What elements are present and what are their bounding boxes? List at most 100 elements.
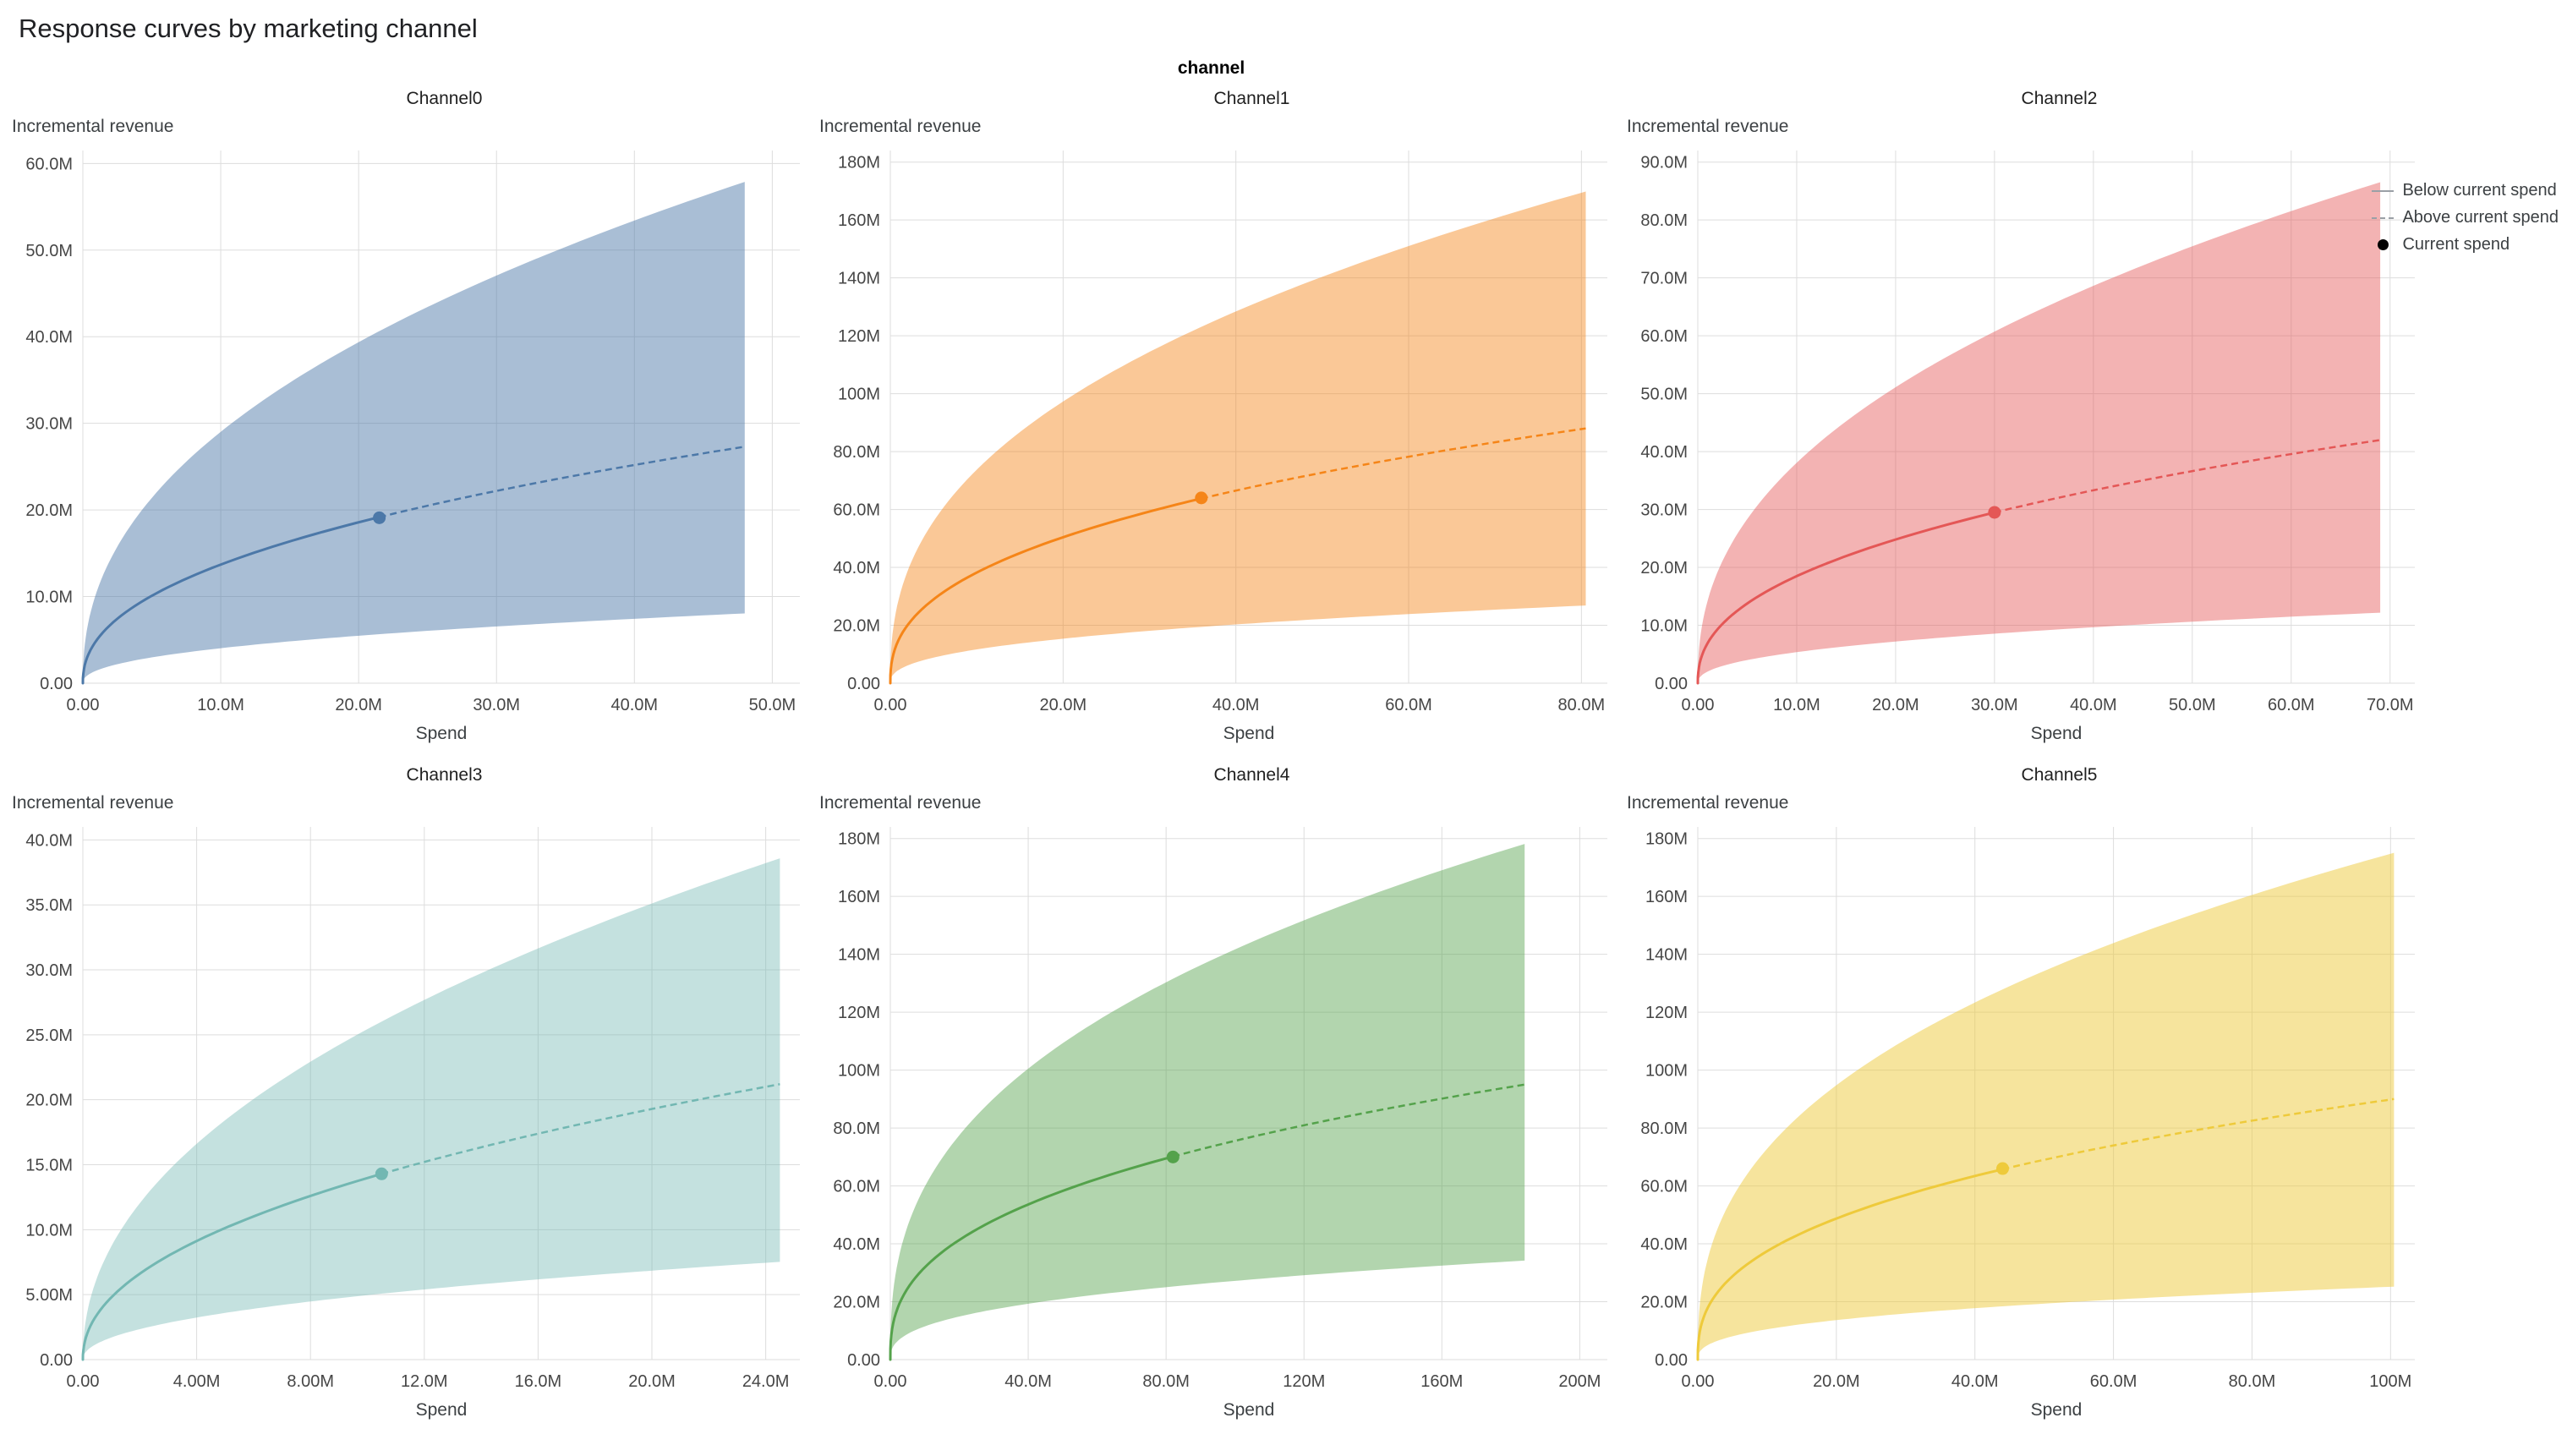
y-tick-label: 50.0M (25, 242, 73, 260)
y-tick-label: 160M (838, 888, 880, 906)
y-tick-label: 0.00 (847, 1351, 880, 1370)
legend-label: Below current spend (2402, 181, 2557, 200)
current-spend-marker (375, 1167, 388, 1180)
confidence-band (890, 191, 1586, 683)
y-tick-label: 20.0M (1640, 1294, 1688, 1312)
y-tick-label: 30.0M (25, 415, 73, 434)
x-tick-label: 20.0M (335, 696, 382, 714)
y-tick-label: 35.0M (25, 896, 73, 915)
x-tick-label: 60.0M (1385, 696, 1432, 714)
x-tick-label: 40.0M (611, 696, 659, 714)
chart-cell-channel2: Channel2 Incremental revenue 0.00 10.0M 20.0… (1618, 85, 2426, 761)
curve-below-current-spend (1696, 511, 1996, 685)
curve-below-current-spend (1696, 1168, 2004, 1361)
subplot-title: Channel2 (2021, 89, 2098, 108)
x-tick-label: 160M (1420, 1372, 1463, 1391)
x-tick-label: 0.00 (67, 696, 100, 714)
x-tick-label: 30.0M (1971, 696, 2018, 714)
curve-above-current-spend (1172, 1083, 1525, 1158)
current-spend-marker (1166, 1150, 1180, 1163)
chart-grid: Channel0 Incremental revenue 0.00 10.0M 20.0… (3, 85, 2567, 1437)
response-curve-plot: 0.00 4.00M 8.00M 12.0M 16.0M 20.0M 24.0M 0.00 5.… (25, 827, 800, 1420)
response-curve-plot: 0.00 20.0M 40.0M 60.0M 80.0M 100M 0.00 20.0M 40.… (1640, 827, 2415, 1420)
curve-below-current-spend (889, 497, 1203, 685)
y-tick-label: 100M (838, 1062, 880, 1081)
curve-above-current-spend (1994, 439, 2381, 514)
y-tick-label: 20.0M (25, 1092, 73, 1110)
curve-above-current-spend (379, 446, 745, 518)
y-tick-label: 180M (838, 154, 880, 172)
x-tick-label: 40.0M (2070, 696, 2117, 714)
dot-icon (2371, 239, 2395, 250)
x-tick-label: 30.0M (473, 696, 520, 714)
x-tick-label: 70.0M (2367, 696, 2414, 714)
y-tick-label: 100M (1645, 1062, 1688, 1081)
y-tick-label: 0.00 (1655, 675, 1688, 693)
x-tick-label: 0.00 (1682, 696, 1715, 714)
x-tick-label: 80.0M (1142, 1372, 1190, 1391)
y-tick-label: 25.0M (25, 1026, 73, 1045)
y-tick-label: 70.0M (1640, 270, 1688, 288)
y-tick-label: 15.0M (25, 1157, 73, 1175)
x-tick-label: 120M (1283, 1372, 1325, 1391)
y-tick-label: 140M (838, 946, 880, 965)
confidence-band (83, 182, 745, 684)
confidence-band (83, 858, 780, 1360)
x-tick-label: 100M (2369, 1372, 2411, 1391)
legend-item-below-current-spend: Below current spend (2371, 181, 2557, 200)
y-tick-label: 160M (1645, 888, 1688, 906)
x-axis-title: Spend (1223, 1400, 1275, 1420)
x-tick-label: 40.0M (1212, 696, 1260, 714)
y-axis-title: Incremental revenue (1627, 793, 1789, 813)
response-curve-plot: 0.00 10.0M 20.0M 30.0M 40.0M 50.0M 0.00 10.0M 20… (25, 151, 800, 743)
x-tick-label: 80.0M (2229, 1372, 2276, 1391)
y-tick-label: 120M (838, 1004, 880, 1022)
x-tick-label: 0.00 (874, 1372, 907, 1391)
current-spend-marker (1996, 1162, 2010, 1175)
x-tick-label: 50.0M (749, 696, 796, 714)
y-tick-label: 40.0M (1640, 443, 1688, 462)
curve-below-current-spend (889, 1155, 1174, 1361)
confidence-band (890, 844, 1525, 1360)
legend-label: Above current spend (2402, 208, 2559, 227)
x-tick-label: 0.00 (874, 696, 907, 714)
x-tick-label: 20.0M (1813, 1372, 1860, 1391)
y-tick-label: 180M (838, 830, 880, 849)
y-tick-label: 120M (838, 327, 880, 346)
y-tick-label: 80.0M (833, 1119, 880, 1138)
current-spend-marker (1988, 506, 2001, 519)
x-axis-title: Spend (2031, 724, 2083, 743)
y-tick-label: 5.00M (25, 1286, 73, 1305)
dashed-line-icon (2371, 216, 2395, 219)
chart-cell-channel5: Channel5 Incremental revenue 0.00 20.0M 40.0… (1618, 761, 2426, 1437)
y-tick-label: 30.0M (25, 961, 73, 980)
x-tick-label: 16.0M (515, 1372, 562, 1391)
legend-item-current-spend: Current spend (2371, 235, 2510, 255)
response-curve-plot: 0.00 20.0M 40.0M 60.0M 80.0M 0.00 20.0M 40.0M 60… (833, 151, 1607, 743)
y-tick-label: 80.0M (833, 443, 880, 462)
y-tick-label: 50.0M (1640, 386, 1688, 404)
legend: Below current spend Above current spend … (2371, 181, 2559, 255)
x-tick-label: 40.0M (1951, 1372, 1999, 1391)
chart-cell-channel0: Channel0 Incremental revenue 0.00 10.0M 20.0… (3, 85, 811, 761)
curve-below-current-spend (81, 1172, 383, 1361)
y-tick-label: 160M (838, 211, 880, 230)
y-tick-label: 0.00 (40, 1351, 73, 1370)
y-axis-title: Incremental revenue (12, 793, 174, 813)
current-spend-marker (373, 511, 386, 524)
chart-cell-channel1: Channel1 Incremental revenue 0.00 20.0M 40.0… (811, 85, 1618, 761)
y-tick-label: 0.00 (847, 675, 880, 693)
y-tick-label: 0.00 (40, 675, 73, 693)
current-spend-marker (1195, 491, 1208, 505)
y-tick-label: 100M (838, 386, 880, 404)
y-tick-label: 140M (1645, 946, 1688, 965)
y-tick-label: 40.0M (833, 559, 880, 577)
curve-above-current-spend (2002, 1097, 2395, 1171)
x-tick-label: 20.0M (1872, 696, 1919, 714)
y-tick-label: 40.0M (833, 1235, 880, 1254)
x-tick-label: 20.0M (628, 1372, 676, 1391)
y-tick-label: 120M (1645, 1004, 1688, 1022)
y-axis-title: Incremental revenue (819, 117, 982, 136)
x-tick-label: 12.0M (401, 1372, 448, 1391)
